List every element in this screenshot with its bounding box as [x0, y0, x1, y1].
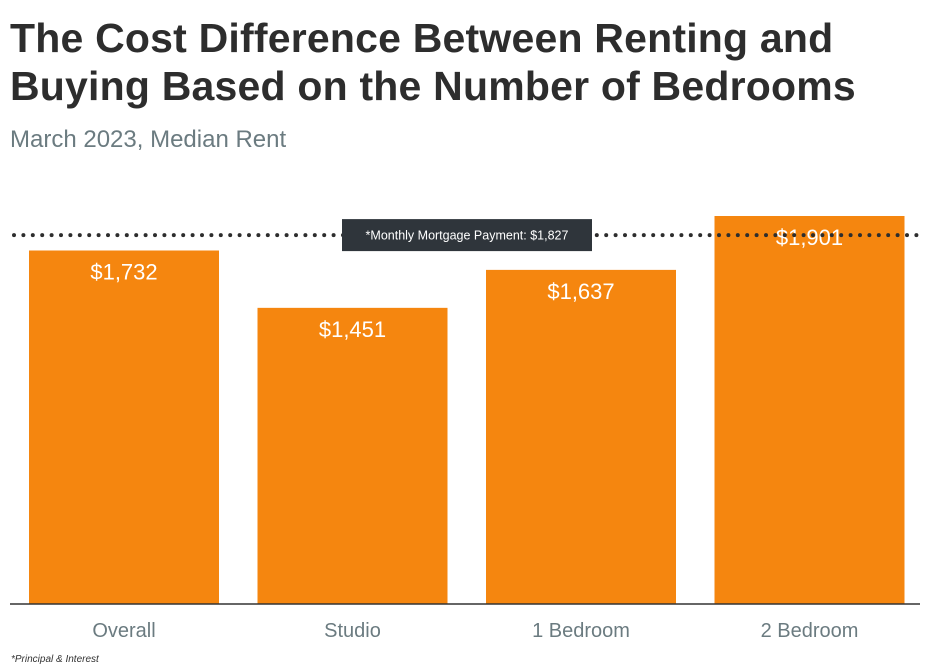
data-label: $1,901: [776, 225, 843, 250]
x-tick-label: 2 Bedroom: [761, 620, 859, 642]
x-tick-label: Overall: [92, 620, 155, 642]
x-tick-label: Studio: [324, 620, 381, 642]
chart-title: The Cost Difference Between Renting and …: [10, 15, 856, 109]
bar: [29, 250, 219, 605]
footnote: *Principal & Interest: [11, 654, 99, 665]
bar: [714, 216, 905, 604]
data-label: $1,451: [319, 317, 386, 342]
reference-label-box: [342, 219, 592, 252]
data-label: $1,637: [547, 279, 614, 304]
bar: [257, 307, 448, 604]
data-label: $1,732: [90, 259, 157, 284]
x-tick-label: 1 Bedroom: [532, 620, 630, 642]
chart-subtitle: March 2023, Median Rent: [10, 126, 287, 153]
bar: [486, 269, 676, 604]
reference-label: *Monthly Mortgage Payment: $1,827: [366, 229, 569, 243]
